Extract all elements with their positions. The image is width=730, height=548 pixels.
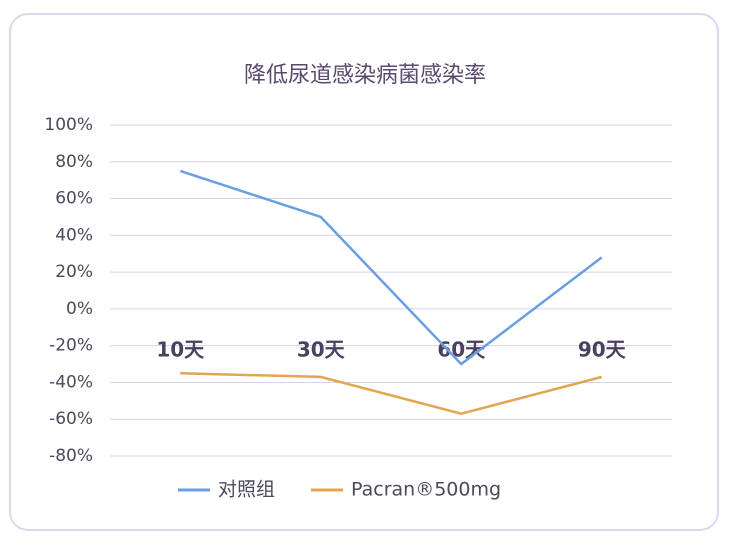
- y-tick-label: -60%: [49, 409, 93, 429]
- y-tick-label: 100%: [44, 115, 93, 135]
- y-tick-label: -80%: [49, 446, 93, 466]
- x-tick-label: 90天: [578, 338, 627, 362]
- series-line: [180, 372, 603, 415]
- y-tick-label: -40%: [49, 372, 93, 392]
- legend-label: 对照组: [218, 479, 275, 501]
- y-tick-label: 80%: [55, 152, 93, 172]
- chart-title: 降低尿道感染病菌感染率: [244, 63, 486, 88]
- legend-label: Pacran®500mg: [351, 479, 501, 501]
- x-tick-label: 10天: [156, 338, 205, 362]
- x-tick-label: 60天: [437, 338, 486, 362]
- y-tick-label: 20%: [55, 262, 93, 282]
- y-tick-label: 60%: [55, 189, 93, 209]
- y-tick-label: 0%: [66, 299, 93, 319]
- y-tick-label: 40%: [55, 225, 93, 245]
- x-tick-label: 30天: [297, 338, 346, 362]
- y-tick-label: -20%: [49, 336, 93, 356]
- series-line: [179, 169, 603, 366]
